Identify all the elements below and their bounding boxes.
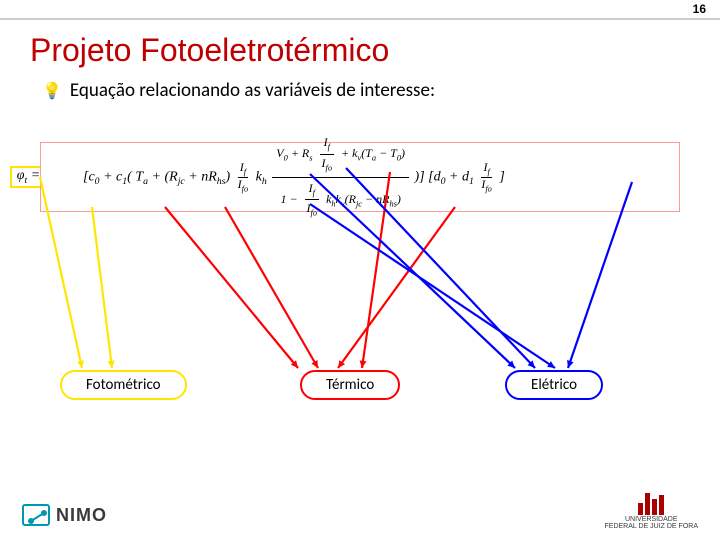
category-fotometrico: Fotométrico — [60, 370, 187, 400]
equation-box: [c0 + c1( Ta + (Rjc + nRhs) IfIfo kh V0 … — [40, 142, 680, 212]
ufjf-icon — [634, 489, 668, 515]
slide-title: Projeto Fotoeletrotérmico — [30, 32, 720, 69]
nimo-logo: NIMO — [22, 504, 107, 526]
nimo-icon — [22, 504, 50, 526]
lightbulb-icon: 💡 — [42, 81, 62, 101]
category-termico: Térmico — [300, 370, 400, 400]
category-eletrico: Elétrico — [505, 370, 603, 400]
header-bar: 16 — [0, 0, 720, 20]
bullet-row: 💡 Equação relacionando as variáveis de i… — [42, 79, 720, 102]
bullet-text: Equação relacionando as variáveis de int… — [70, 79, 435, 102]
footer: NIMO UNIVERSIDADE FEDERAL DE JUIZ DE FOR… — [0, 480, 720, 540]
ufjf-line1: UNIVERSIDADE — [605, 516, 698, 523]
nimo-text: NIMO — [56, 505, 107, 526]
equation-body: [c0 + c1( Ta + (Rjc + nRhs) IfIfo kh V0 … — [83, 132, 505, 222]
ufjf-logo: UNIVERSIDADE FEDERAL DE JUIZ DE FORA — [605, 489, 698, 530]
diagram-area: φt = nφo [c0 + c1( Ta + (Rjc + nRhs) IfI… — [0, 112, 720, 432]
ufjf-line2: FEDERAL DE JUIZ DE FORA — [605, 523, 698, 530]
page-number: 16 — [693, 2, 706, 16]
